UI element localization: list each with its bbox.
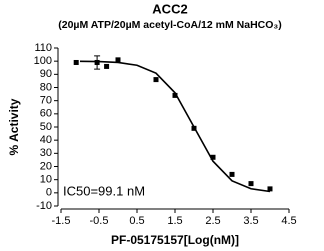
x-axis-label: PF-05175157[Log(nM)]: [111, 233, 239, 247]
data-point: [229, 171, 235, 177]
annotation-box: [60, 182, 160, 200]
x-tick-label: 0.5: [129, 215, 144, 227]
x-tick-label: 2.5: [205, 215, 220, 227]
x-tick-label: -0.5: [90, 215, 109, 227]
data-point: [153, 77, 159, 83]
y-tick-label: 90: [40, 68, 52, 80]
y-tick-label: 60: [40, 108, 52, 120]
data-point: [248, 181, 254, 187]
y-axis-label: % Activity: [7, 98, 21, 155]
y-tick-label: 10: [40, 174, 52, 186]
data-point: [172, 92, 178, 98]
fit-curve: [79, 60, 271, 193]
y-tick-label: -10: [36, 200, 52, 212]
y-tick-label: 20: [40, 160, 52, 172]
y-tick-label: 110: [34, 42, 52, 54]
y-tick-label: 70: [40, 95, 52, 107]
data-point: [210, 154, 216, 160]
y-tick-label: 40: [40, 134, 52, 146]
x-tick-label: 1.5: [167, 215, 182, 227]
x-tick-label: -1.5: [52, 215, 71, 227]
data-point: [115, 57, 121, 63]
data-point: [104, 63, 110, 69]
data-point: [267, 186, 273, 192]
y-tick-label: 80: [40, 81, 52, 93]
chart-title: ACC2: [152, 1, 187, 16]
annotation: IC50=99.1 nM: [63, 183, 145, 198]
y-tick-label: 30: [40, 147, 52, 159]
y-tick-label: 0: [46, 187, 52, 199]
x-tick-label: 4.5: [281, 215, 296, 227]
y-tick-label: 100: [34, 55, 52, 67]
y-tick-label: 50: [40, 121, 52, 133]
data-point: [73, 59, 79, 65]
data-point: [94, 59, 100, 65]
chart-subtitle: (20µM ATP/20µM acetyl-CoA/12 mM NaHCO₃): [58, 19, 282, 31]
x-tick-label: 3.5: [243, 215, 258, 227]
